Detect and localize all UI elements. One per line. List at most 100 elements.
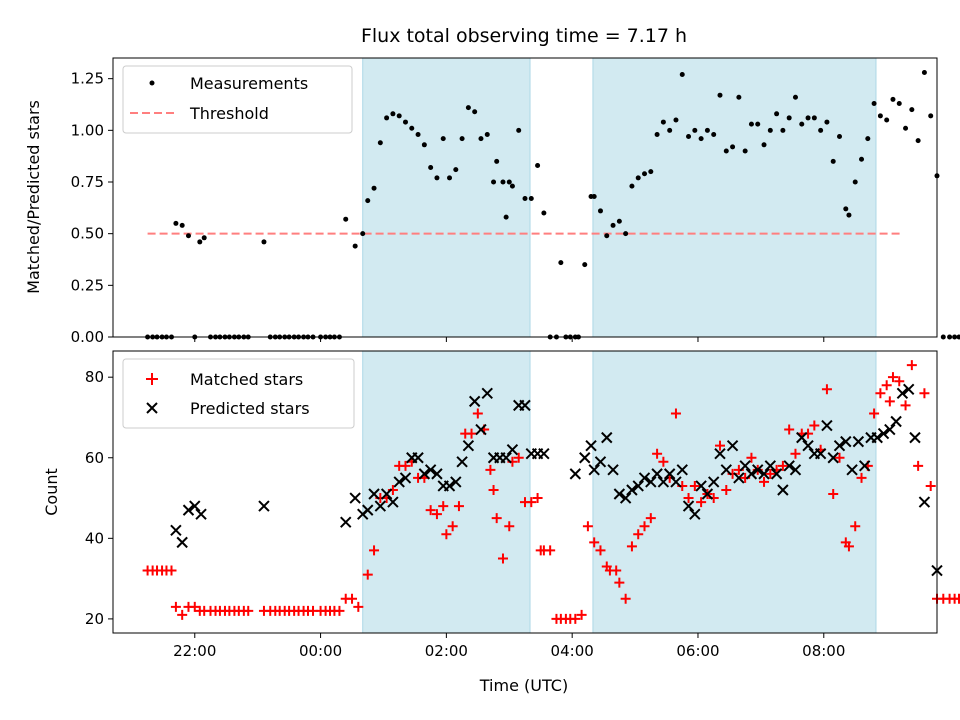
measurement-point [616,218,622,224]
measurement-point [396,113,402,119]
matched-star-point [900,400,911,411]
measurement-point [371,185,377,191]
top-x-ticks [194,337,825,342]
predicted-star-point [645,476,657,488]
legend-predicted-label: Predicted stars [190,399,310,418]
measurement-point [185,233,191,239]
predicted-star-point [733,472,745,484]
predicted-star-point [462,439,475,452]
matched-star-point [721,484,732,495]
predicted-star-point [676,464,688,476]
measurement-point [409,125,415,131]
matched-star-point [589,537,600,548]
predicted-star-point [588,464,600,476]
predicted-star-point [814,448,827,460]
legend-measurements-marker [149,80,155,86]
measurement-point [865,136,871,142]
matched-star-point [611,565,622,576]
measurement-point [528,196,534,202]
predicted-star-point [884,423,896,436]
shaded-interval [362,350,531,634]
matched-star-point [488,484,499,495]
measurement-point [503,214,509,220]
measurement-point [748,121,754,127]
legend-threshold-label: Threshold [189,104,269,123]
measurement-point [506,179,512,185]
top-y-axis-label: Matched/Predicted stars [24,100,43,294]
measurement-point [377,140,383,146]
predicted-star-point [538,448,550,460]
matched-star-point [639,521,650,532]
measurement-point [843,206,849,212]
matched-star-point [620,593,631,604]
predicted-star-point [601,431,613,444]
measurement-point [686,134,692,140]
measurement-point [440,136,446,142]
predicted-star-point [695,480,707,492]
predicted-star-point [726,439,739,452]
measurement-point [940,334,946,340]
predicted-star-point [827,452,839,464]
y-tick-label: 0.50 [71,225,104,243]
matched-star-point [369,545,380,556]
bottom-y-axis: 20 40 60 80 [85,368,113,628]
predicted-star-point [182,504,195,516]
measurement-point [522,196,528,202]
matched-star-point [189,601,200,612]
measurement-point [780,127,786,133]
predicted-star-point [626,484,638,496]
matched-star-point [759,476,770,487]
predicted-star-point [195,508,207,520]
matched-star-point [545,545,556,556]
measurement-point [384,115,390,121]
measurement-point [723,148,729,154]
measurement-point [673,117,679,123]
matched-star-point [683,493,694,504]
matched-star-point [881,380,892,391]
y-tick-label: 0.25 [71,276,104,294]
x-axis-label: Time (UTC) [479,676,568,695]
y-tick-label: 20 [85,610,104,628]
predicted-star-point [176,536,188,549]
shaded-interval [592,57,877,338]
predicted-star-point [909,431,921,444]
matched-star-point [497,553,508,564]
predicted-star-point [579,452,591,464]
measurement-point [877,113,883,119]
x-tick-label: 22:00 [173,642,216,660]
top-legend-frame [122,65,353,134]
predicted-star-point [368,488,380,500]
predicted-star-point [877,427,890,440]
matched-star-point [784,424,795,435]
predicted-star-point [657,476,670,488]
predicted-star-point [852,435,865,448]
matched-star-point [526,497,537,508]
measurement-point [509,183,515,189]
measurement-point [604,233,610,239]
matched-star-point [400,460,411,471]
legend-measurements-label: Measurements [190,74,308,93]
matched-star-point [765,468,776,479]
predicted-star-point [670,476,682,488]
measurement-point [956,334,960,340]
matched-star-point [633,529,644,540]
matched-star-point [906,360,917,371]
measurement-point [402,119,408,125]
predicted-star-point [500,452,512,464]
y-tick-label: 1.00 [71,121,104,139]
matched-star-point [821,384,832,395]
predicted-star-point [701,488,714,500]
matched-star-point [166,565,177,576]
measurement-point [761,142,767,148]
measurement-point [909,107,915,113]
x-tick-label: 06:00 [676,642,719,660]
predicted-star-point [594,456,607,468]
predicted-star-point [412,452,424,464]
measurement-point [500,179,506,185]
measurement-point [197,239,203,245]
measurement-point [478,136,484,142]
matched-star-point [645,513,656,524]
matched-star-point [595,545,606,556]
predicted-star-point [739,460,751,472]
